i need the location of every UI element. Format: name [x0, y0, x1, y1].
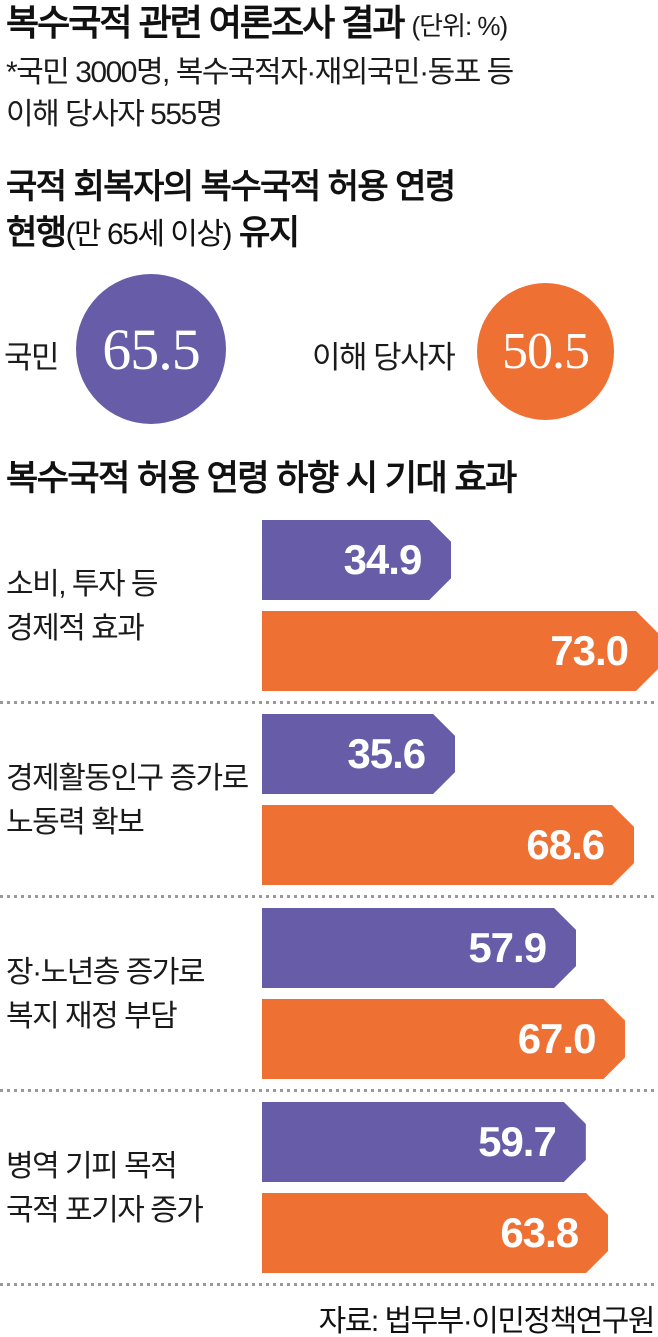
- effect-row-bars: 59.7 63.8: [262, 1102, 658, 1273]
- effect-row-bars: 35.6 68.6: [262, 714, 658, 885]
- effect-row-label: 병역 기피 목적 국적 포기자 증가: [6, 1150, 204, 1227]
- bar-chart: 소비, 투자 등 경제적 효과 34.9 73.0 경제활동인구 증가로 노동력 확보 35…: [0, 510, 658, 1286]
- circle-national: 65.5: [76, 274, 226, 424]
- bar-stakeholder: 68.6: [262, 805, 634, 885]
- effect-row-bars: 57.9 67.0: [262, 908, 658, 1079]
- dotted-separator: [0, 701, 658, 704]
- effect-row-bars: 34.9 73.0: [262, 520, 658, 691]
- circle-label-national: 국민: [4, 340, 60, 375]
- bar-value: 68.6: [526, 821, 605, 868]
- bar-stakeholder: 67.0: [262, 999, 625, 1079]
- bar-value: 34.9: [343, 536, 422, 583]
- bar-value: 63.8: [500, 1209, 579, 1256]
- section1-heading-age-note: (만 65세 이상): [65, 218, 233, 251]
- effect-row-label: 장·노년층 증가로 복지 재정 부담: [6, 956, 206, 1033]
- bar-value: 67.0: [517, 1015, 596, 1062]
- bar-value: 59.7: [478, 1118, 556, 1165]
- effect-row: 소비, 투자 등 경제적 효과 34.9 73.0: [0, 510, 658, 704]
- effect-row-label: 소비, 투자 등 경제적 효과: [6, 568, 159, 645]
- dotted-separator: [0, 1283, 658, 1286]
- circle-value-national: 65.5: [102, 316, 200, 382]
- bar-national: 59.7: [262, 1102, 586, 1182]
- dotted-separator: [0, 895, 658, 898]
- bar-national: 57.9: [262, 908, 576, 988]
- section1-heading-line1: 국적 회복자의 복수국적 허용 연령: [6, 168, 456, 206]
- page-title-text: 복수국적 관련 여론조사 결과: [6, 2, 405, 43]
- unit-note: (단위: %): [411, 11, 508, 41]
- section2-heading: 복수국적 허용 연령 하향 시 기대 효과: [6, 459, 517, 498]
- bar-stakeholder: 63.8: [262, 1193, 608, 1273]
- survey-note-line1: *국민 3000명, 복수국적자·재외국민·동포 등: [6, 56, 514, 89]
- section1-heading-current: 현행: [6, 214, 67, 252]
- effect-row: 경제활동인구 증가로 노동력 확보 35.6 68.6: [0, 704, 658, 898]
- circle-value-stakeholder: 50.5: [502, 323, 590, 380]
- survey-note-line2: 이해 당사자 555명: [6, 98, 223, 131]
- bar-value: 35.6: [347, 730, 426, 777]
- circle-stakeholder: 50.5: [477, 283, 614, 420]
- page-title: 복수국적 관련 여론조사 결과 (단위: %): [6, 0, 508, 49]
- bar-stakeholder: 73.0: [262, 611, 658, 691]
- bar-value: 57.9: [468, 924, 547, 971]
- bar-value: 73.0: [550, 627, 628, 674]
- bar-national: 35.6: [262, 714, 455, 794]
- source-credit: 자료: 법무부·이민정책연구원: [318, 1305, 656, 1337]
- bar-national: 34.9: [262, 520, 451, 600]
- effect-row-label: 경제활동인구 증가로 노동력 확보: [6, 762, 249, 839]
- dotted-separator: [0, 1089, 658, 1092]
- circle-label-stakeholder: 이해 당사자: [312, 340, 456, 375]
- effect-row: 장·노년층 증가로 복지 재정 부담 57.9 67.0: [0, 898, 658, 1092]
- section1-heading-keep: 유지: [238, 214, 300, 252]
- effect-row: 병역 기피 목적 국적 포기자 증가 59.7 63.8: [0, 1092, 658, 1286]
